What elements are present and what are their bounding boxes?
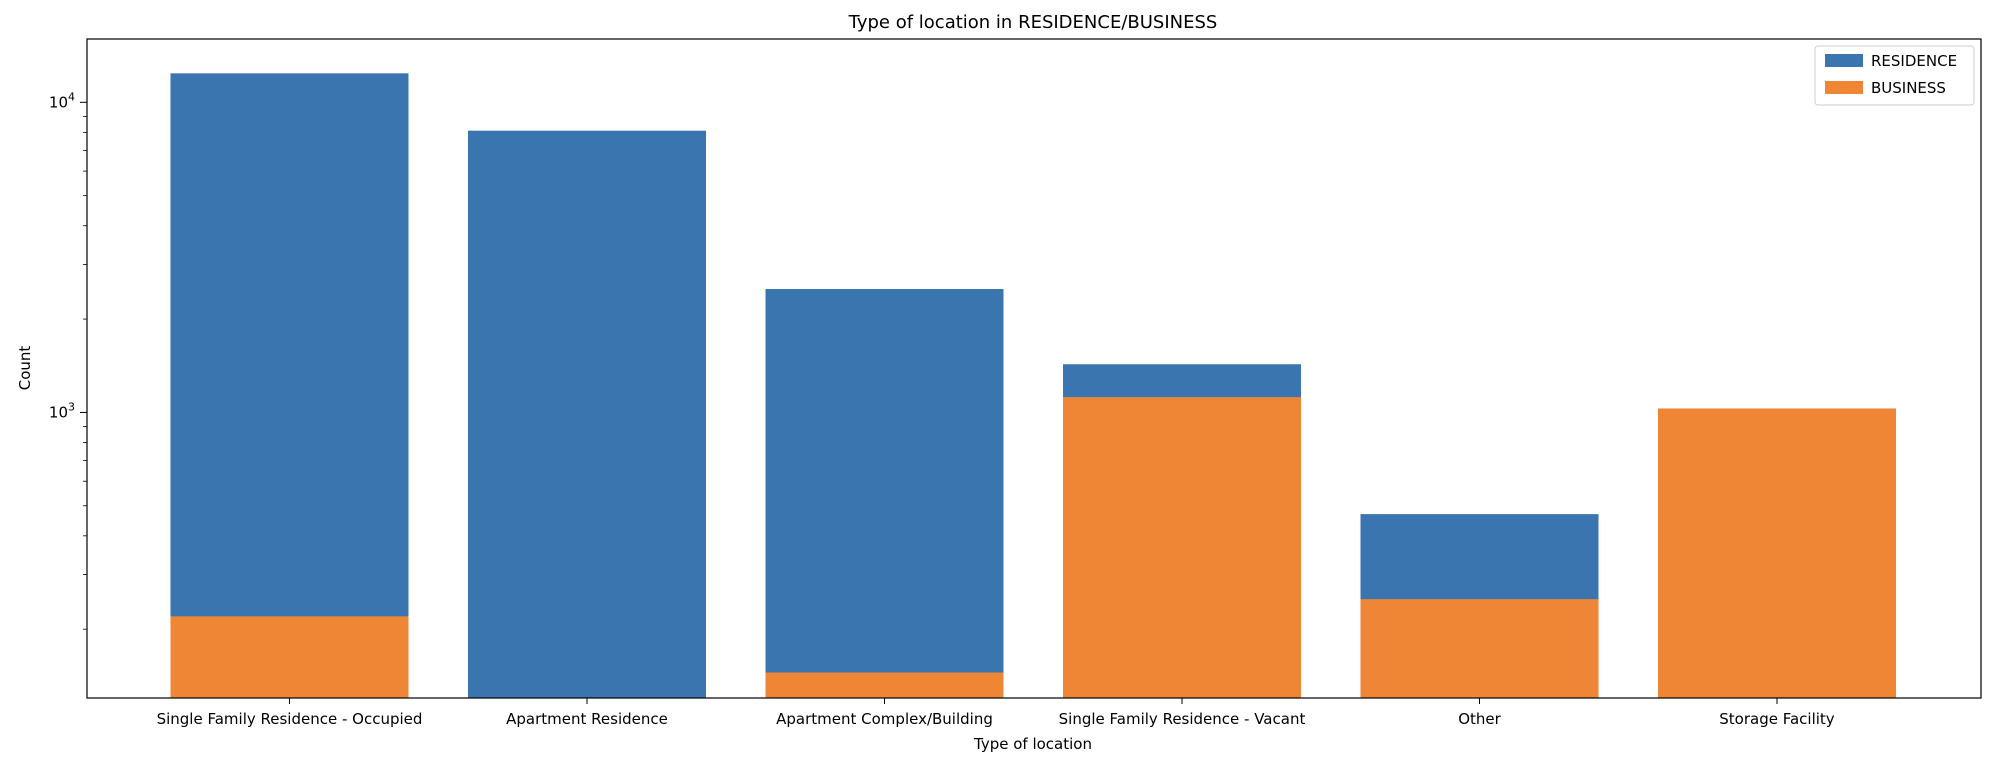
legend-label-business: BUSINESS bbox=[1871, 79, 1946, 97]
x-tick-label: Apartment Residence bbox=[506, 710, 668, 728]
bar-residence-2 bbox=[765, 289, 1004, 698]
legend: RESIDENCE BUSINESS bbox=[1814, 45, 1975, 106]
bar-residence-0 bbox=[170, 73, 409, 698]
bars-layer bbox=[170, 73, 1896, 698]
x-tick-label: Single Family Residence - Occupied bbox=[157, 710, 423, 728]
x-tick-label: Single Family Residence - Vacant bbox=[1059, 710, 1306, 728]
plot-frame bbox=[86, 38, 1982, 699]
chart-title: Type of location in RESIDENCE/BUSINESS bbox=[848, 12, 1218, 33]
legend-swatch-residence bbox=[1825, 54, 1863, 67]
bar-business-4 bbox=[1360, 599, 1599, 698]
bar-business-0 bbox=[170, 616, 409, 698]
x-tick-label: Apartment Complex/Building bbox=[776, 710, 993, 728]
y-tick-label: 103 bbox=[49, 400, 75, 421]
legend-label-residence: RESIDENCE bbox=[1871, 52, 1957, 70]
x-ticks: Single Family Residence - Occupied Apartm… bbox=[157, 698, 1835, 728]
x-axis-label: Type of location bbox=[973, 735, 1092, 753]
y-tick-label: 104 bbox=[49, 90, 75, 111]
x-tick-label: Storage Facility bbox=[1719, 710, 1835, 728]
legend-swatch-business bbox=[1825, 81, 1863, 94]
bar-business-5 bbox=[1658, 408, 1896, 698]
bar-residence-1 bbox=[468, 130, 706, 698]
y-axis-label: Count bbox=[16, 346, 34, 391]
x-tick-label: Other bbox=[1458, 710, 1501, 728]
bar-business-3 bbox=[1063, 397, 1301, 698]
y-ticks: 103 104 bbox=[49, 90, 87, 630]
bar-business-2 bbox=[765, 672, 1004, 698]
